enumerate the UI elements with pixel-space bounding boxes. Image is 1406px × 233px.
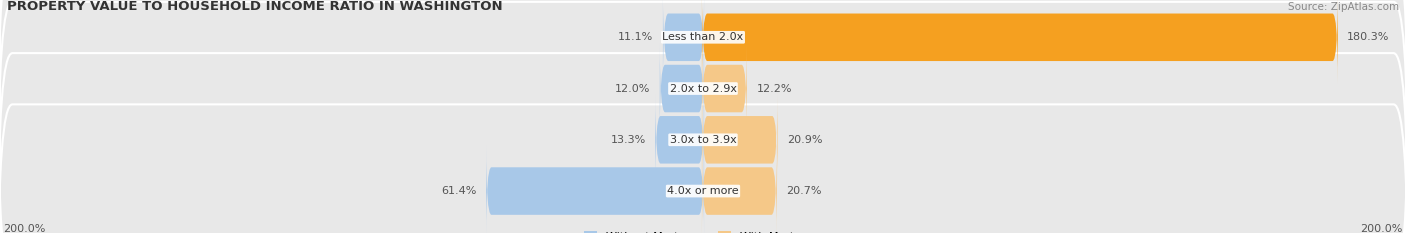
Text: 180.3%: 180.3% — [1347, 32, 1389, 42]
Text: 200.0%: 200.0% — [3, 224, 46, 233]
Text: 20.7%: 20.7% — [786, 186, 821, 196]
Text: 2.0x to 2.9x: 2.0x to 2.9x — [669, 84, 737, 93]
FancyBboxPatch shape — [702, 0, 1339, 83]
FancyBboxPatch shape — [659, 42, 704, 135]
FancyBboxPatch shape — [702, 145, 778, 233]
FancyBboxPatch shape — [0, 40, 1406, 233]
Text: 12.0%: 12.0% — [614, 84, 650, 93]
FancyBboxPatch shape — [0, 0, 1406, 188]
FancyBboxPatch shape — [0, 91, 1406, 233]
FancyBboxPatch shape — [486, 145, 704, 233]
FancyBboxPatch shape — [655, 94, 704, 186]
Text: 4.0x or more: 4.0x or more — [668, 186, 738, 196]
Text: 12.2%: 12.2% — [756, 84, 792, 93]
FancyBboxPatch shape — [0, 0, 1406, 137]
FancyBboxPatch shape — [702, 94, 778, 186]
Legend: Without Mortgage, With Mortgage: Without Mortgage, With Mortgage — [579, 227, 827, 233]
Text: Source: ZipAtlas.com: Source: ZipAtlas.com — [1288, 2, 1399, 12]
FancyBboxPatch shape — [664, 0, 704, 83]
Text: 13.3%: 13.3% — [610, 135, 645, 145]
Text: 200.0%: 200.0% — [1360, 224, 1403, 233]
Text: 20.9%: 20.9% — [787, 135, 823, 145]
Text: Less than 2.0x: Less than 2.0x — [662, 32, 744, 42]
Text: 61.4%: 61.4% — [441, 186, 477, 196]
Text: PROPERTY VALUE TO HOUSEHOLD INCOME RATIO IN WASHINGTON: PROPERTY VALUE TO HOUSEHOLD INCOME RATIO… — [7, 0, 503, 14]
Text: 11.1%: 11.1% — [619, 32, 654, 42]
FancyBboxPatch shape — [702, 42, 747, 135]
Text: 3.0x to 3.9x: 3.0x to 3.9x — [669, 135, 737, 145]
